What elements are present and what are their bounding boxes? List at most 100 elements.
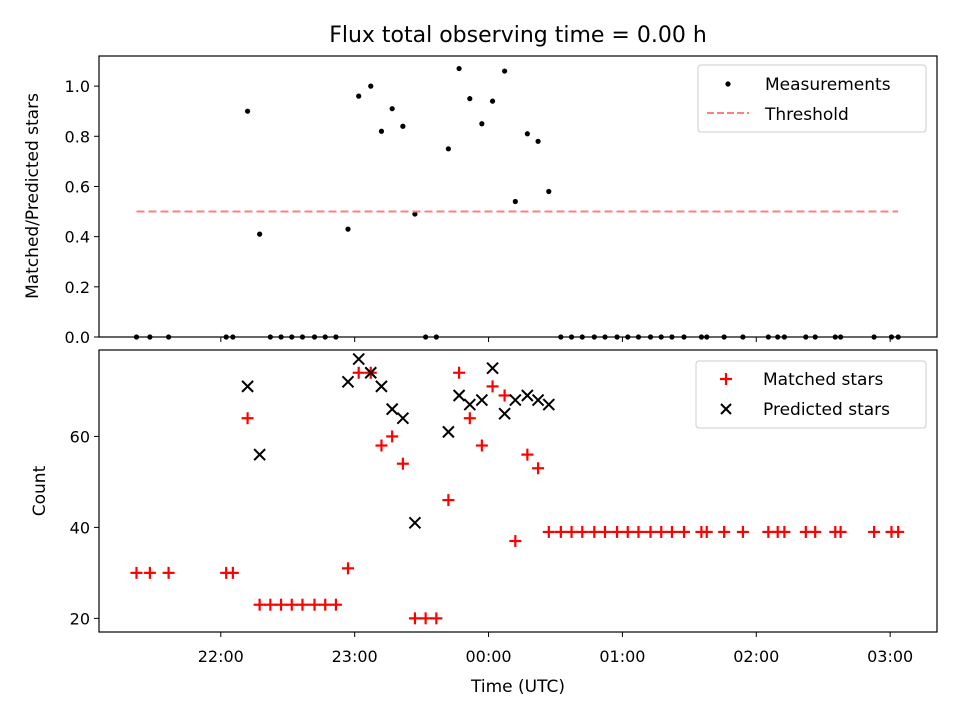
matched-stars-point — [143, 566, 156, 579]
matched-stars-point — [498, 389, 511, 402]
chart-title: Flux total observing time = 0.00 h — [329, 23, 707, 48]
matched-stars-point — [809, 525, 822, 538]
predicted-stars-point — [475, 393, 489, 407]
matched-stars-point — [565, 525, 578, 538]
xtick-label: 00:00 — [465, 647, 511, 666]
predicted-stars-point — [385, 402, 399, 416]
matched-stars-point — [453, 366, 466, 379]
matched-stars-point — [486, 380, 499, 393]
top-axes: 0.0 0.2 0.4 0.6 0.8 1.0 — [65, 77, 891, 347]
predicted-stars-point — [531, 393, 545, 407]
top-ytick-label: 0.0 — [65, 328, 90, 347]
measurement-point — [257, 231, 263, 237]
measurement-point — [535, 138, 541, 144]
matched-stars-point — [521, 448, 534, 461]
matched-stars-point — [834, 525, 847, 538]
top-legend-box — [697, 64, 927, 133]
matched-stars-point — [319, 598, 332, 611]
measurement-point — [479, 121, 485, 127]
bottom-ytick-label: 20 — [70, 609, 90, 628]
predicted-stars-point — [408, 516, 422, 530]
top-ytick-label: 0.8 — [65, 127, 90, 146]
bottom-ytick-label: 60 — [70, 427, 90, 446]
predicted-stars-point — [486, 361, 499, 375]
measurement-point — [368, 83, 374, 89]
matched-stars-point — [632, 525, 645, 538]
matched-stars-point — [226, 566, 239, 579]
top-plot-frame — [98, 55, 938, 338]
matched-stars-point — [264, 598, 277, 611]
bottom-ylabel: Count — [30, 465, 50, 516]
predicted-stars-point — [352, 352, 365, 366]
matched-stars-point — [611, 525, 624, 538]
measurement-point — [502, 68, 508, 74]
matched-stars-point — [375, 439, 388, 452]
measurement-point — [389, 106, 395, 112]
measurement-point — [456, 65, 462, 72]
bottom-legend: Matched stars Predicted stars — [695, 360, 927, 429]
matched-stars-point — [442, 494, 455, 507]
matched-stars-point — [718, 525, 731, 538]
matched-stars-point — [700, 525, 713, 538]
matched-stars-point — [665, 525, 678, 538]
top-data-layer — [133, 65, 901, 340]
xtick-label: 01:00 — [599, 647, 645, 666]
matched-stars-point — [509, 535, 522, 548]
predicted-stars-point — [253, 448, 266, 461]
measurement-point — [489, 98, 496, 104]
predicted-stars-point — [452, 389, 466, 402]
matched-stars-point — [329, 598, 342, 611]
predicted-stars-point — [463, 398, 477, 411]
matched-stars-point — [892, 525, 905, 538]
matched-stars-point — [588, 525, 601, 538]
measurement-point — [546, 188, 552, 195]
predicted-stars-point — [341, 375, 355, 389]
top-ytick-label: 0.2 — [65, 278, 90, 297]
measurement-point — [445, 146, 451, 152]
matched-stars-point — [130, 566, 143, 579]
matched-stars-point — [396, 457, 409, 470]
matched-stars-point — [296, 598, 309, 611]
measurement-point — [400, 123, 406, 129]
predicted-stars-point — [442, 425, 455, 439]
matched-stars-point — [341, 562, 354, 575]
matched-stars-point — [576, 525, 589, 538]
legend-predicted-label: Predicted stars — [763, 400, 890, 420]
bottom-axes: 20 40 60 22:00 23:00 00:00 01:00 02:00 03:00 — [70, 427, 914, 666]
legend-predicted-marker — [720, 403, 732, 415]
measurement-point — [467, 96, 473, 102]
matched-stars-point — [621, 525, 634, 538]
bottom-ytick-label: 40 — [70, 518, 90, 537]
predicted-stars-point — [509, 393, 522, 407]
legend-measurements-label: Measurements — [765, 75, 891, 95]
matched-stars-point — [352, 366, 365, 379]
predicted-stars-point — [241, 380, 254, 393]
xtick-label: 23:00 — [332, 647, 378, 666]
matched-stars-point — [275, 598, 288, 611]
predicted-stars-point — [521, 389, 534, 402]
matched-stars-point — [655, 525, 668, 538]
predicted-stars-point — [375, 380, 388, 393]
matched-stars-point — [554, 525, 567, 538]
top-ylabel: Matched/Predicted stars — [23, 93, 43, 299]
x-axis-label: Time (UTC) — [470, 677, 565, 697]
matched-stars-point — [475, 439, 488, 452]
predicted-stars-point — [498, 407, 511, 420]
matched-stars-point — [308, 598, 321, 611]
measurement-point — [512, 198, 518, 205]
measurement-point — [524, 131, 530, 137]
matched-stars-point — [736, 525, 749, 538]
matched-stars-point — [599, 525, 612, 538]
matched-stars-point — [285, 598, 298, 611]
legend-matched-label: Matched stars — [763, 370, 883, 390]
matched-stars-point — [542, 525, 555, 538]
matched-stars-point — [241, 412, 254, 425]
matched-stars-point — [463, 412, 476, 425]
matched-stars-point — [532, 462, 545, 475]
matched-stars-point — [677, 525, 690, 538]
matched-stars-point — [162, 566, 175, 579]
legend-matched-marker — [720, 373, 732, 385]
predicted-stars-point — [542, 398, 555, 411]
xtick-label: 22:00 — [198, 647, 244, 666]
